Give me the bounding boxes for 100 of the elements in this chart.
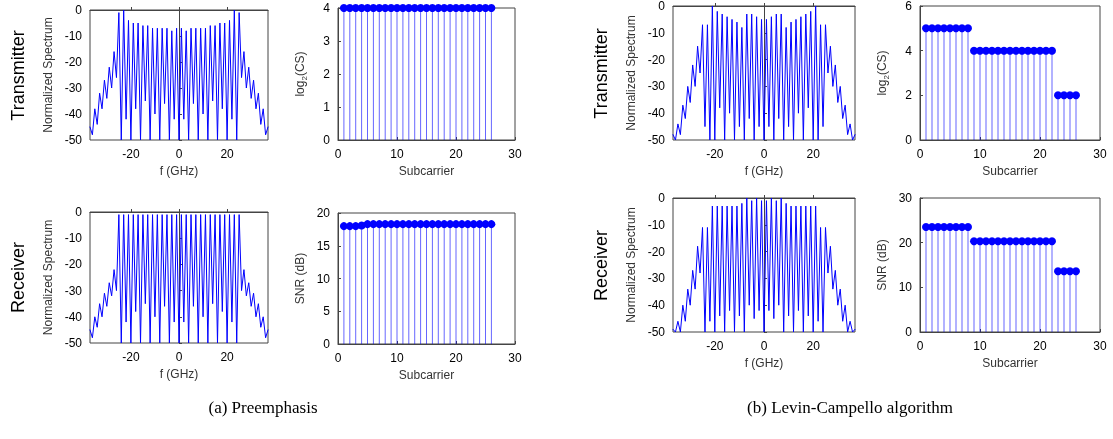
y-tick-label: -20	[647, 244, 666, 259]
y-tick-label: 4	[323, 1, 331, 15]
y-tick-label: 15	[316, 238, 331, 253]
x-axis-title: Subcarrier	[982, 163, 1038, 178]
x-tick-label: 30	[508, 147, 522, 161]
x-tick-label: 20	[449, 351, 463, 365]
x-tick-label: 0	[760, 339, 768, 353]
y-tick-label: -30	[647, 79, 666, 94]
x-tick-label: -20	[706, 339, 724, 353]
y-tick-label: -10	[64, 29, 83, 43]
y-tick-label: -30	[64, 81, 83, 95]
x-tick-label: 0	[175, 147, 183, 161]
y-tick-label: -10	[647, 217, 666, 232]
y-tick-label: -10	[647, 25, 666, 40]
x-tick-label: 20	[449, 147, 463, 161]
y-axis-title: Normalized Spectrum	[40, 17, 55, 133]
x-tick-label: 0	[916, 147, 924, 161]
y-tick-label: -20	[64, 257, 83, 272]
point	[964, 24, 972, 33]
y-tick-label: 4	[905, 43, 913, 58]
x-tick-label: 10	[390, 147, 404, 161]
y-tick-label: 2	[905, 88, 913, 103]
x-tick-label: 0	[334, 147, 342, 161]
x-tick-label: 20	[806, 147, 821, 161]
y-tick-label: 1	[323, 100, 331, 114]
x-axis-title: Subcarrier	[982, 355, 1038, 370]
y-tick-label: -50	[647, 133, 666, 147]
x-tick-label: 10	[973, 147, 987, 161]
y-tick-label: -50	[64, 133, 83, 147]
y-tick-label: 0	[75, 205, 83, 219]
y-tick-label: -10	[64, 231, 83, 246]
text: Receiver	[7, 241, 29, 314]
x-tick-label: -20	[122, 147, 140, 161]
x-axis-title: f (GHz)	[159, 163, 199, 178]
text: Receiver	[590, 229, 612, 301]
x-axis-title: Subcarrier	[398, 163, 455, 178]
y-tick-label: -20	[647, 52, 666, 67]
y-tick-label: -40	[647, 106, 666, 121]
x-tick-label: 20	[220, 147, 235, 161]
text: (a) Preemphasis	[208, 398, 318, 418]
line-series	[672, 197, 856, 333]
x-tick-label: 30	[1093, 339, 1107, 353]
text: Transmitter	[590, 27, 612, 119]
x-tick-label: -20	[706, 147, 724, 161]
x-axis-title: f (GHz)	[744, 355, 784, 370]
y-tick-label: 10	[316, 271, 331, 286]
y-tick-label: -40	[647, 298, 666, 313]
y-tick-label: -40	[64, 309, 83, 324]
point	[1048, 237, 1056, 246]
point	[1072, 91, 1080, 100]
y-tick-label: 0	[658, 191, 666, 205]
text: (b) Levin-Campello algorithm	[747, 398, 953, 418]
y-axis-title: SNR (dB)	[292, 252, 307, 305]
x-tick-label: 20	[220, 350, 235, 364]
y-tick-label: -40	[64, 107, 83, 121]
x-tick-label: 0	[175, 350, 183, 364]
y-tick-label: -30	[647, 271, 666, 286]
y-tick-label: 0	[323, 133, 331, 147]
y-tick-label: 30	[898, 191, 913, 205]
line-series	[672, 5, 856, 141]
x-tick-label: 20	[1033, 339, 1047, 353]
y-axis-title: SNR (dB)	[874, 239, 889, 291]
x-tick-label: 0	[760, 147, 768, 161]
y-tick-label: 20	[898, 235, 913, 250]
line-series	[89, 9, 269, 141]
x-tick-label: 10	[973, 339, 987, 353]
y-tick-label: 20	[316, 206, 331, 220]
y-axis-title: log2(CS)	[293, 51, 309, 97]
x-tick-label: 20	[1033, 147, 1047, 161]
x-tick-label: 30	[508, 351, 522, 365]
x-tick-label: -20	[122, 350, 140, 364]
y-tick-label: 0	[75, 3, 83, 17]
y-tick-label: 0	[905, 133, 913, 147]
point	[1072, 267, 1080, 276]
text: Transmitter	[7, 29, 29, 121]
y-tick-label: 5	[323, 304, 331, 319]
point	[1048, 46, 1056, 55]
y-tick-label: -50	[647, 325, 666, 339]
x-tick-label: 20	[806, 339, 821, 353]
y-axis-title: Normalized Spectrum	[623, 15, 638, 131]
x-tick-label: 0	[334, 351, 342, 365]
y-tick-label: -50	[64, 336, 83, 350]
x-axis-title: Subcarrier	[398, 367, 455, 382]
y-tick-label: -20	[64, 55, 83, 69]
x-tick-label: 0	[916, 339, 924, 353]
y-axis-title: Normalized Spectrum	[40, 219, 55, 336]
y-tick-label: -30	[64, 283, 83, 298]
x-tick-label: 30	[1093, 147, 1107, 161]
x-tick-label: 10	[390, 351, 404, 365]
y-tick-label: 10	[898, 280, 913, 295]
y-tick-label: 0	[905, 325, 913, 339]
x-axis-title: f (GHz)	[159, 366, 199, 381]
y-tick-label: 6	[905, 0, 913, 13]
y-tick-label: 2	[323, 67, 331, 81]
y-axis-title: log2(CS)	[875, 50, 891, 96]
point	[964, 223, 972, 232]
y-tick-label: 0	[658, 0, 666, 13]
y-tick-label: 3	[323, 34, 331, 48]
x-axis-title: f (GHz)	[744, 163, 784, 178]
y-axis-title: Normalized Spectrum	[623, 207, 638, 323]
